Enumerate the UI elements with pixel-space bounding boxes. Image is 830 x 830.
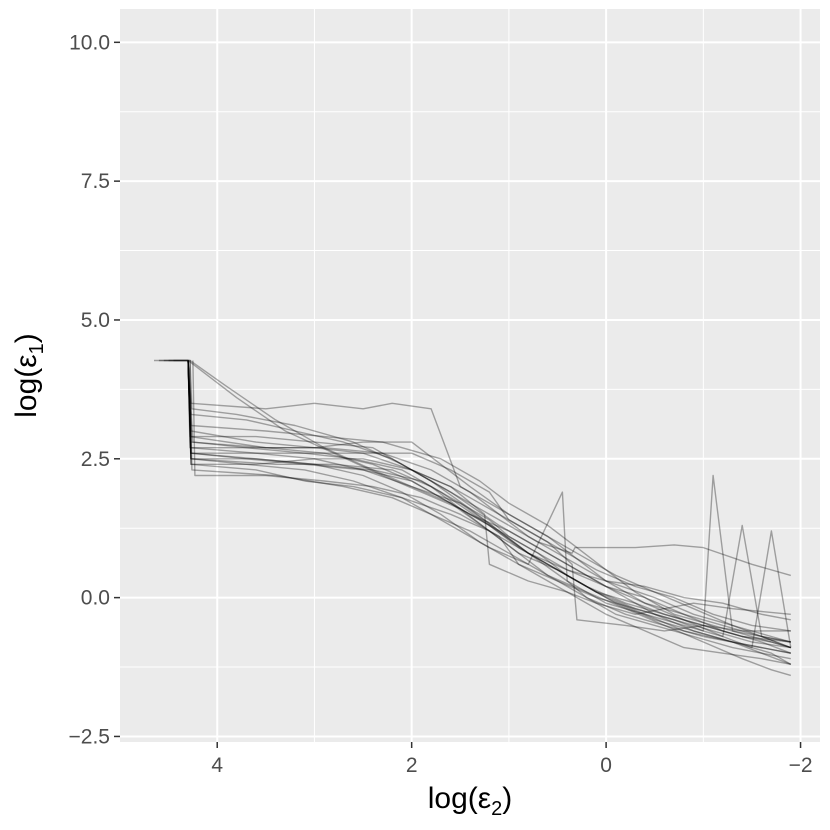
series-line-4: [168, 359, 792, 665]
series-line-18: [187, 360, 792, 654]
series-line-6: [187, 360, 792, 649]
x-axis-title-main: log(ε: [428, 782, 491, 815]
minor-gridlines: [120, 9, 820, 742]
y-axis-title: log(ε1): [10, 333, 48, 418]
series-line-17: [189, 359, 792, 665]
series-line-10: [187, 359, 791, 649]
y-axis: 10.0 7.5 5.0 2.5 0.0 −2.5: [69, 31, 120, 748]
x-tick-label-1: 2: [406, 754, 418, 777]
y-tick-label-2: 5.0: [81, 309, 110, 332]
series-line-8: [187, 360, 791, 632]
major-gridlines: [120, 9, 820, 742]
series-line-1: [154, 359, 791, 621]
series-line-23: [187, 360, 792, 649]
series-line-16: [187, 360, 791, 649]
y-tick-label-4: 0.0: [81, 587, 110, 610]
series-line-14: [187, 360, 791, 577]
y-axis-title-main: log(ε: [10, 354, 43, 417]
series-line-15: [187, 360, 791, 654]
series-line-5: [173, 359, 791, 677]
series-line-3: [163, 359, 791, 643]
x-tick-label-3: −2: [789, 754, 813, 777]
series-line-2: [158, 359, 791, 649]
series-line-12: [187, 360, 791, 643]
series-line-21: [187, 360, 791, 660]
x-axis-title-subscript: 2: [491, 798, 502, 820]
series-line-13: [187, 360, 791, 654]
y-tick-label-1: 7.5: [81, 170, 110, 193]
series-line-7: [187, 360, 791, 632]
y-axis-title-close: ): [10, 333, 43, 343]
x-axis-title: log(ε2): [428, 782, 513, 820]
x-axis: 4 2 0 −2: [211, 742, 813, 777]
series-line-20: [187, 360, 792, 649]
x-tick-label-2: 0: [600, 754, 612, 777]
series-line-19: [187, 360, 791, 643]
y-tick-label-5: −2.5: [69, 725, 110, 748]
x-axis-title-close: ): [502, 782, 512, 815]
y-axis-title-subscript: 1: [26, 343, 48, 354]
series-line-9: [192, 360, 791, 665]
series-line-22: [187, 360, 791, 643]
series-lines: [154, 359, 792, 677]
y-tick-label-3: 2.5: [81, 448, 110, 471]
series-line-11: [187, 360, 791, 615]
x-tick-label-0: 4: [211, 754, 223, 777]
y-tick-label-0: 10.0: [69, 31, 110, 54]
